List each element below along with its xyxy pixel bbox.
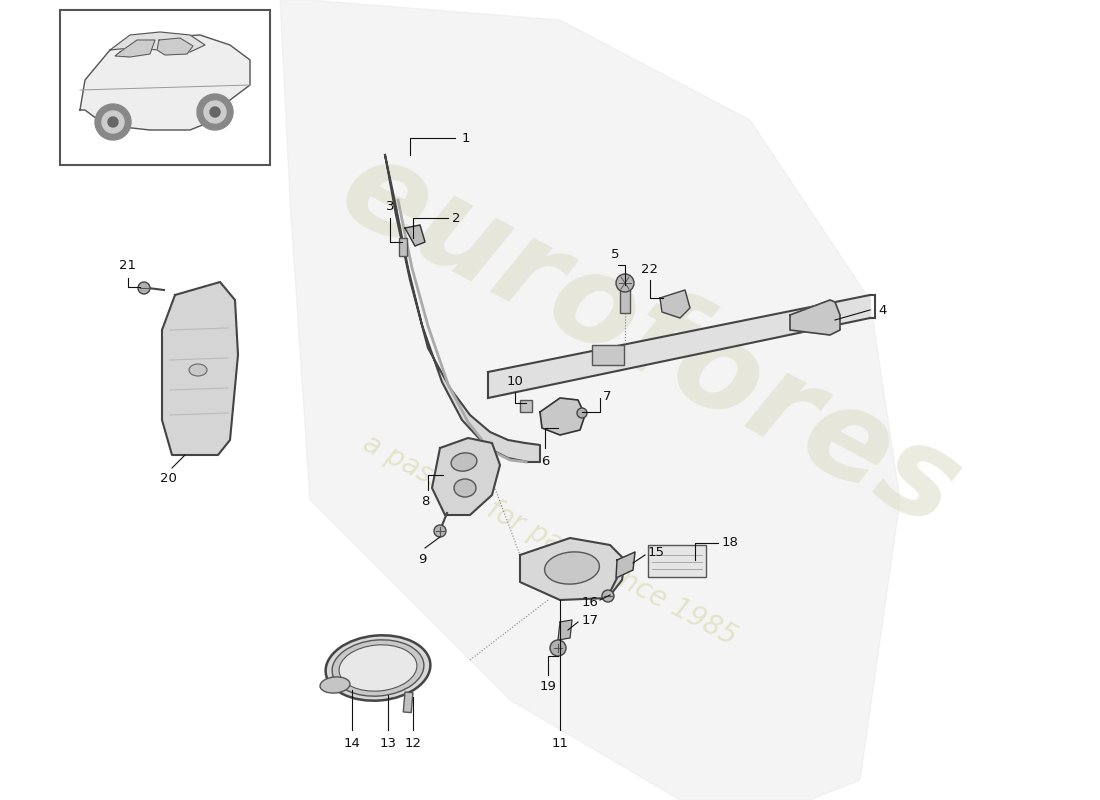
- Ellipse shape: [326, 635, 430, 701]
- Text: a passion for parts since 1985: a passion for parts since 1985: [359, 429, 741, 651]
- Text: 11: 11: [551, 737, 569, 750]
- Text: 1: 1: [462, 131, 471, 145]
- Text: 13: 13: [379, 737, 396, 750]
- Polygon shape: [432, 438, 500, 515]
- Bar: [404, 692, 412, 713]
- Text: 18: 18: [722, 537, 739, 550]
- Text: eurofores: eurofores: [320, 126, 980, 554]
- Text: 7: 7: [603, 390, 612, 402]
- Circle shape: [210, 107, 220, 117]
- Bar: [620, 285, 630, 313]
- Polygon shape: [616, 552, 635, 578]
- Bar: [520, 400, 532, 412]
- Circle shape: [102, 111, 124, 133]
- Polygon shape: [488, 295, 870, 398]
- Text: 3: 3: [386, 200, 394, 213]
- Polygon shape: [405, 225, 425, 246]
- Ellipse shape: [454, 479, 476, 497]
- Polygon shape: [540, 398, 585, 435]
- Text: 5: 5: [610, 248, 619, 261]
- Text: 12: 12: [405, 737, 421, 750]
- Ellipse shape: [189, 364, 207, 376]
- Circle shape: [602, 590, 614, 602]
- Circle shape: [550, 640, 566, 656]
- Ellipse shape: [339, 645, 417, 691]
- Circle shape: [434, 525, 446, 537]
- Polygon shape: [162, 282, 238, 455]
- Text: 6: 6: [541, 455, 549, 468]
- Bar: [648, 545, 706, 577]
- Ellipse shape: [544, 552, 600, 584]
- Polygon shape: [660, 290, 690, 318]
- Text: 17: 17: [582, 614, 600, 626]
- Circle shape: [197, 94, 233, 130]
- Circle shape: [108, 117, 118, 127]
- Text: 8: 8: [421, 495, 429, 508]
- Text: 19: 19: [540, 680, 557, 693]
- Text: 14: 14: [343, 737, 361, 750]
- Ellipse shape: [320, 677, 350, 693]
- Polygon shape: [110, 32, 205, 52]
- Polygon shape: [80, 35, 250, 130]
- Polygon shape: [558, 620, 572, 640]
- Text: 21: 21: [120, 259, 136, 272]
- Circle shape: [95, 104, 131, 140]
- Text: 15: 15: [648, 546, 666, 558]
- Polygon shape: [280, 0, 900, 800]
- Bar: [592, 345, 624, 365]
- Text: 4: 4: [878, 303, 887, 317]
- Polygon shape: [790, 300, 840, 335]
- Text: 10: 10: [507, 375, 524, 388]
- Polygon shape: [520, 538, 625, 600]
- Circle shape: [616, 274, 634, 292]
- Text: 16: 16: [581, 597, 598, 610]
- Polygon shape: [385, 155, 540, 462]
- Polygon shape: [116, 40, 155, 57]
- Polygon shape: [157, 38, 192, 55]
- Text: 2: 2: [452, 211, 461, 225]
- Circle shape: [578, 408, 587, 418]
- Text: 22: 22: [641, 263, 659, 276]
- Bar: [60, 10, 270, 165]
- Ellipse shape: [451, 453, 477, 471]
- Bar: [399, 238, 407, 256]
- Ellipse shape: [332, 640, 424, 696]
- Circle shape: [138, 282, 150, 294]
- Text: 20: 20: [160, 472, 176, 485]
- Text: 9: 9: [418, 553, 426, 566]
- Circle shape: [204, 101, 226, 123]
